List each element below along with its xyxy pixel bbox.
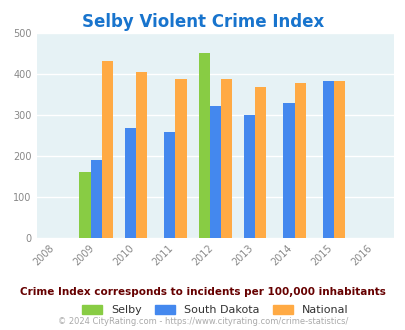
Text: © 2024 CityRating.com - https://www.cityrating.com/crime-statistics/: © 2024 CityRating.com - https://www.city… [58,317,347,326]
Bar [198,53,209,238]
Bar [135,72,147,238]
Bar [254,87,265,238]
Legend: Selby, South Dakota, National: Selby, South Dakota, National [82,305,347,315]
Bar [283,103,294,238]
Bar [124,128,135,238]
Bar [322,81,333,238]
Bar [175,79,186,238]
Bar [101,61,113,238]
Bar [294,83,305,238]
Bar [209,106,220,238]
Bar [243,115,254,238]
Bar [333,81,345,238]
Bar [90,160,101,238]
Text: Selby Violent Crime Index: Selby Violent Crime Index [82,13,323,31]
Bar [220,79,231,238]
Bar [79,172,90,238]
Bar [164,132,175,238]
Text: Crime Index corresponds to incidents per 100,000 inhabitants: Crime Index corresponds to incidents per… [20,287,385,297]
